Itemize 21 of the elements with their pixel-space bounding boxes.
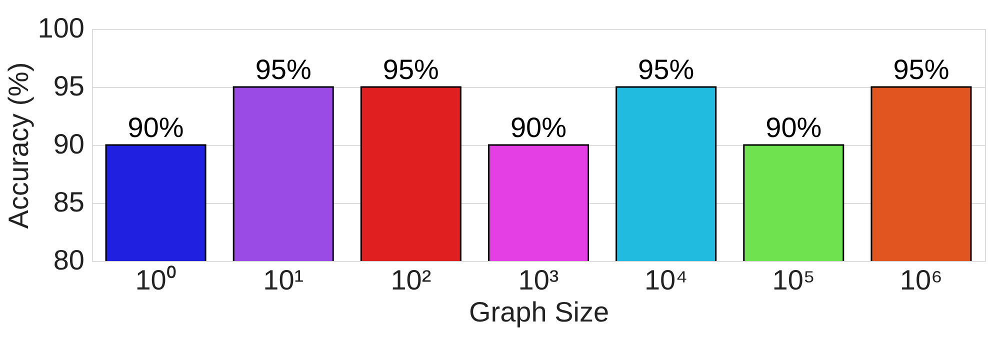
x-tick-label: 10¹	[263, 264, 304, 296]
y-tick-label: 95	[53, 70, 84, 102]
x-tick-label: 10²	[390, 264, 432, 296]
x-tick-label: 10⁴	[644, 264, 688, 296]
data-label: 90%	[766, 112, 822, 143]
data-label: 95%	[382, 54, 439, 85]
data-label: 95%	[255, 54, 312, 85]
y-axis-title: Accuracy (%)	[2, 62, 34, 229]
y-tick-label: 85	[53, 186, 84, 218]
y-tick-label: 100	[38, 12, 84, 44]
x-tick-label: 10⁶	[900, 264, 943, 296]
x-tick-label: 10³	[518, 264, 559, 296]
x-tick-label: 10⁰	[135, 264, 176, 296]
y-tick-label: 90	[53, 128, 84, 160]
data-label: 95%	[638, 54, 694, 85]
y-tick-label: 80	[53, 244, 84, 276]
data-label: 90%	[128, 112, 184, 143]
data-label: 95%	[893, 54, 950, 85]
x-tick-label: 10⁵	[772, 264, 816, 296]
data-label: 90%	[510, 112, 567, 143]
x-axis-title: Graph Size	[468, 296, 610, 328]
